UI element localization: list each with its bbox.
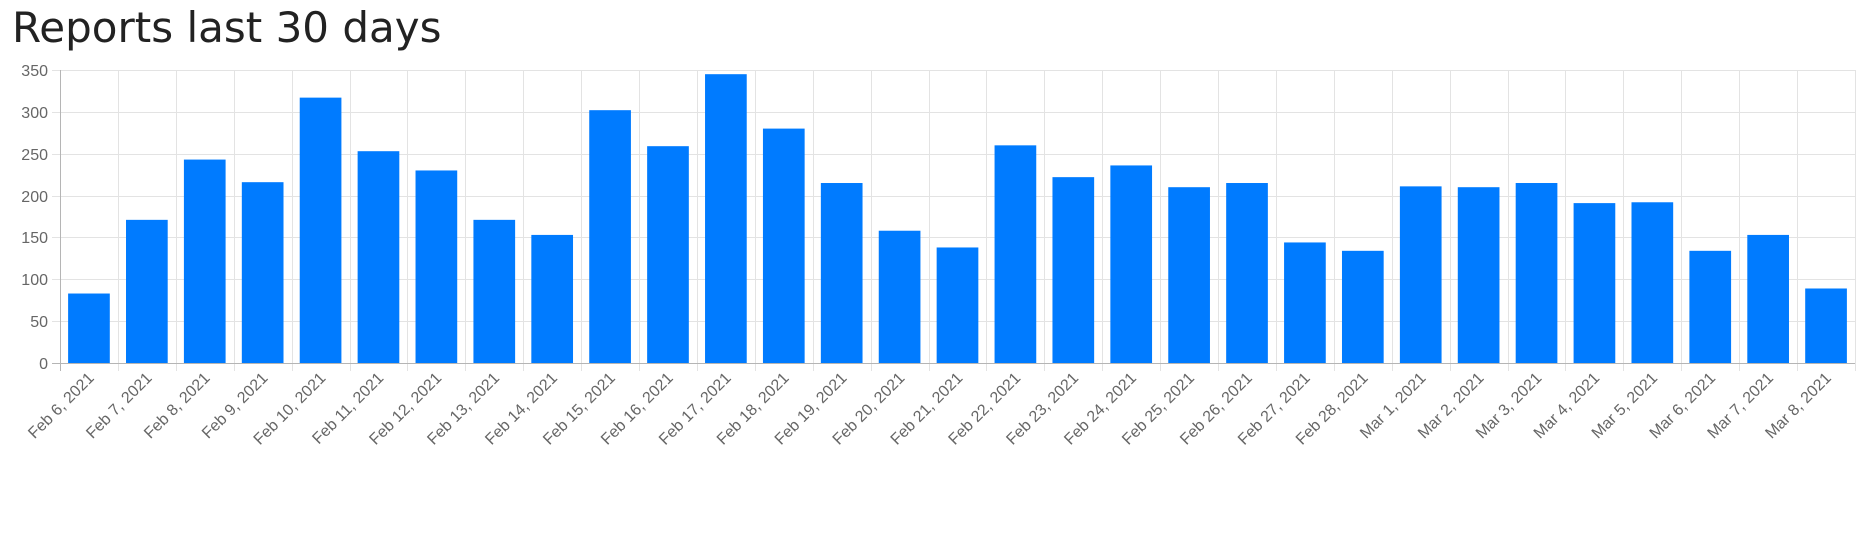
bar[interactable] [183,159,226,363]
bar[interactable] [1168,187,1210,363]
bar[interactable] [705,74,747,363]
bar[interactable] [1805,288,1847,363]
y-tick-label: 150 [21,230,48,247]
y-tick-label: 200 [21,189,48,206]
bar[interactable] [1399,186,1442,363]
bar[interactable] [1689,250,1732,363]
bar[interactable] [647,146,689,363]
chart-title: Reports last 30 days [12,3,442,52]
y-tick-label: 250 [21,147,48,164]
bar[interactable] [1226,183,1268,363]
y-tick-label: 300 [21,105,48,122]
bar[interactable] [1341,250,1384,363]
bar[interactable] [589,110,631,364]
bar[interactable] [820,183,863,363]
bar[interactable] [1631,202,1674,363]
bar[interactable] [1110,165,1153,363]
y-axis-tick-labels: 0 50 100 150 200 250 300 350 [21,63,48,373]
bars [68,74,1847,364]
bar[interactable] [473,219,516,363]
y-tick-label: 350 [21,63,48,80]
bar[interactable] [299,97,342,363]
bar[interactable] [126,219,168,363]
bar[interactable] [415,170,458,363]
axes [52,70,1855,371]
bar[interactable] [936,247,979,363]
bar[interactable] [68,293,110,363]
bar[interactable] [1573,203,1616,363]
bar[interactable] [762,128,805,363]
bar[interactable] [531,234,574,363]
bar[interactable] [1052,177,1095,363]
y-tick-label: 50 [30,314,48,331]
bar[interactable] [1747,234,1789,363]
y-tick-label: 100 [21,272,48,289]
bar[interactable] [1515,183,1558,363]
bar[interactable] [1457,187,1500,363]
bar[interactable] [357,151,400,363]
bar[interactable] [241,182,284,363]
bar[interactable] [1284,242,1326,363]
y-tick-label: 0 [39,356,48,373]
bar[interactable] [878,230,921,363]
bar[interactable] [994,145,1037,363]
